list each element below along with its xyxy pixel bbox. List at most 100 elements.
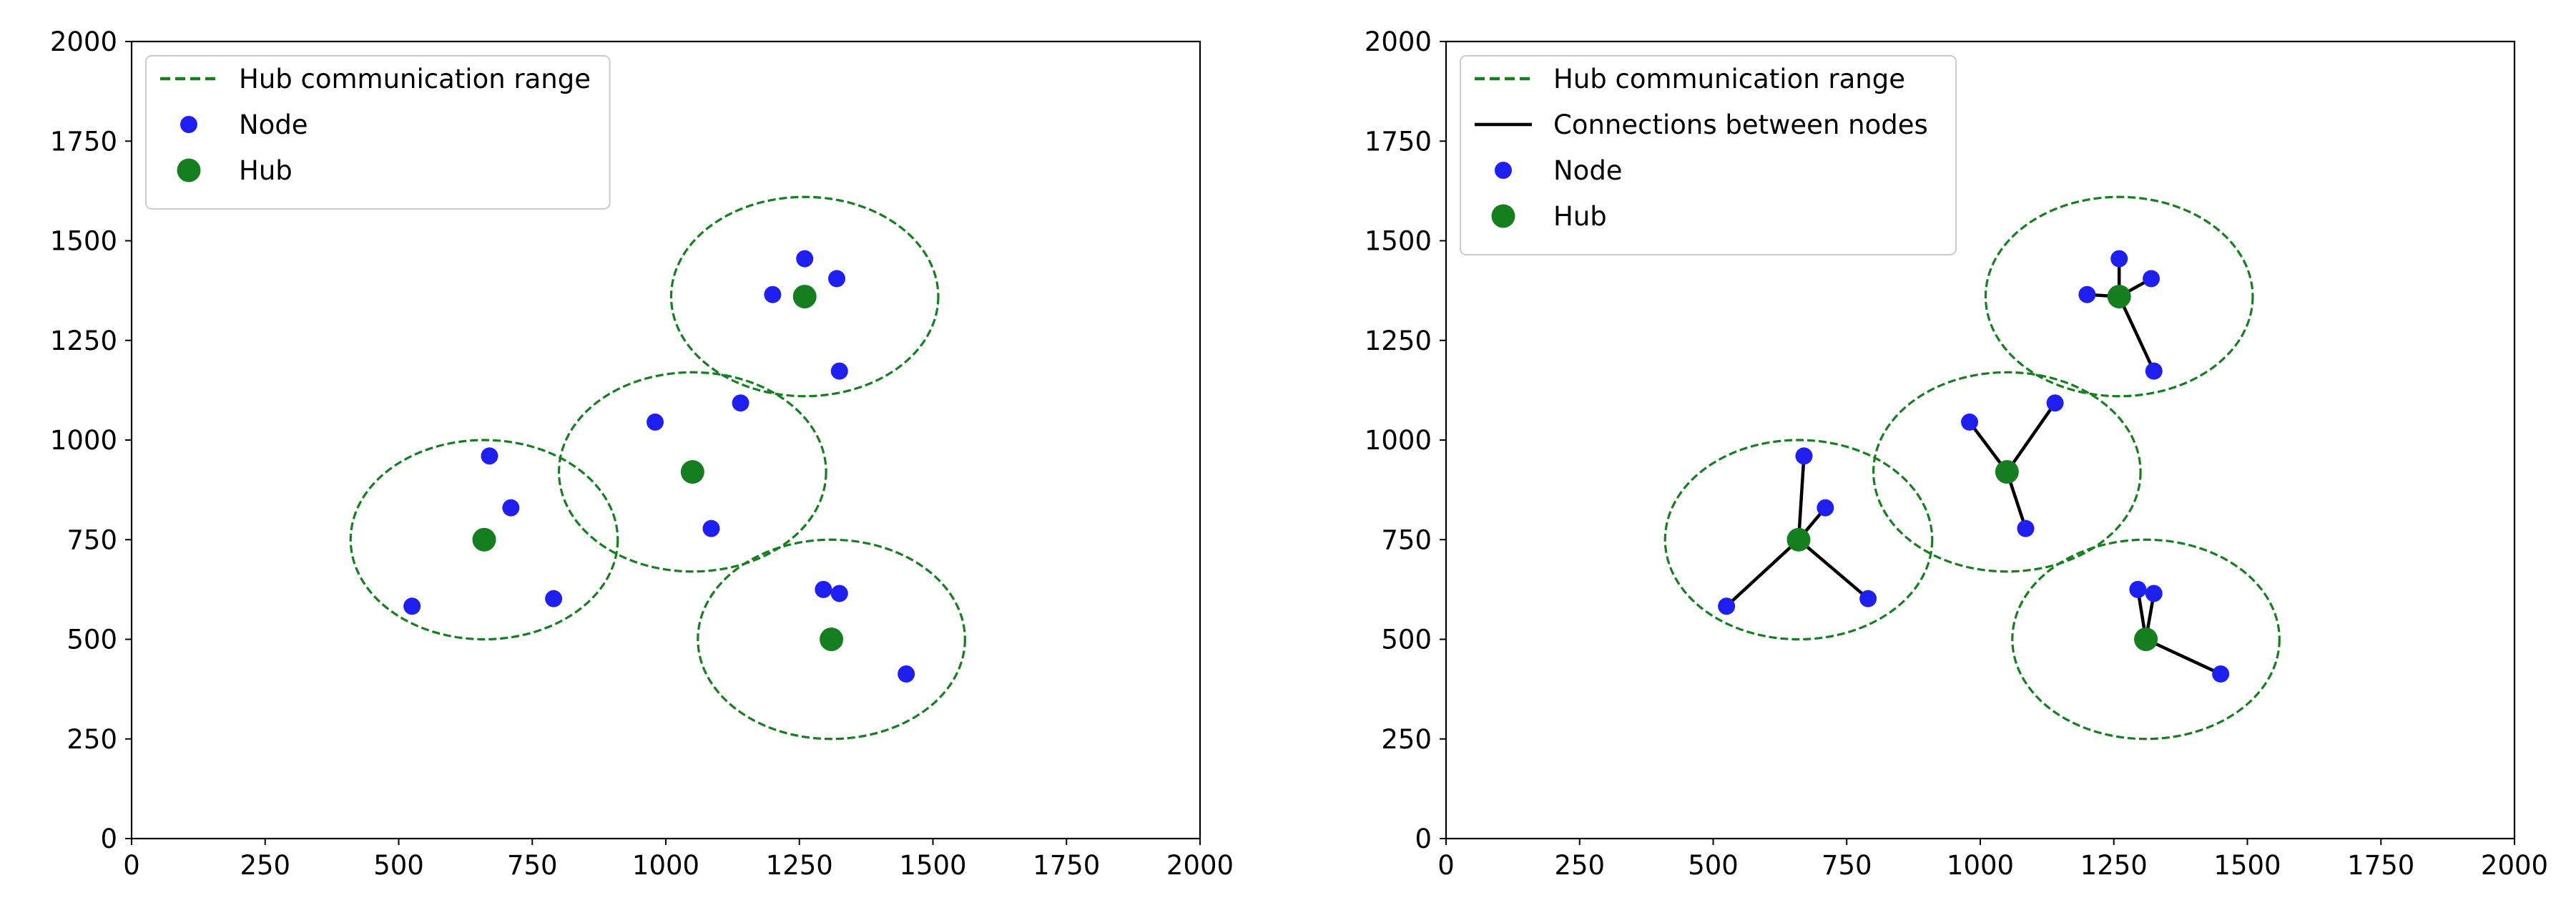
hub-range-circle: [1984, 195, 2254, 398]
node-point: [732, 394, 749, 412]
y-tick-label: 0: [100, 824, 117, 854]
hub-range-circle: [557, 371, 827, 573]
node-point: [1718, 597, 1736, 615]
node-point: [2145, 362, 2163, 380]
node-point: [1859, 590, 1877, 607]
y-tick-label: 1750: [1365, 126, 1432, 157]
connection-line: [2005, 401, 2057, 473]
y-tick-label: 0: [1415, 824, 1432, 854]
node-point: [2046, 394, 2064, 412]
node-point: [2143, 270, 2160, 288]
legend-node-swatch: [1495, 162, 1512, 179]
node-point: [2129, 580, 2147, 598]
node-point: [1795, 447, 1813, 465]
legend: Hub communication range Node Hub: [145, 55, 611, 210]
x-tick-label: 500: [373, 850, 424, 881]
connection-line: [2118, 296, 2155, 372]
connection-line: [1797, 538, 1869, 600]
legend: Hub communication range Connections betwe…: [1460, 55, 1957, 255]
x-tick-label: 1000: [1947, 850, 2014, 881]
y-tick-label: 2000: [50, 26, 117, 57]
node-point: [764, 285, 782, 303]
y-tick-label: 1250: [50, 326, 117, 356]
hub-point: [2107, 284, 2131, 308]
hub-point: [792, 284, 817, 308]
x-tick-label: 750: [507, 850, 558, 881]
y-tick-label: 1500: [50, 226, 117, 257]
chart-panel-2: 0 250 500 750 1000 1250 1500 1750 2000 0 250 500 750…: [1365, 26, 2548, 881]
x-tick-label: 250: [240, 850, 290, 881]
y-tick-label: 500: [1381, 625, 1432, 655]
hub-range-circle: [697, 538, 966, 741]
x-tick-label: 1750: [2347, 850, 2414, 881]
x-tick-label: 0: [123, 850, 140, 881]
y-tick-label: 750: [1381, 524, 1432, 555]
node-point: [502, 499, 520, 517]
hub-point: [1995, 460, 2019, 484]
node-point: [828, 270, 846, 288]
x-tick-label: 2000: [2481, 850, 2548, 881]
x-tick-label: 500: [1688, 850, 1739, 881]
hub-range-circle: [1872, 371, 2142, 573]
x-tick-label: 0: [1437, 850, 1455, 881]
y-tick-label: 1250: [1365, 326, 1432, 356]
hub-point: [2134, 627, 2158, 651]
x-tick-label: 1250: [2080, 850, 2148, 881]
hub-point: [680, 460, 704, 484]
x-tick-label: 1500: [2213, 850, 2281, 881]
legend-hub-swatch: [1491, 204, 1515, 228]
y-tick-label: 2000: [1365, 26, 1432, 57]
legend-label: Connections between nodes: [1553, 109, 1928, 140]
hub-point: [472, 527, 496, 552]
node-point: [898, 665, 915, 683]
legend-label: Hub: [1553, 201, 1607, 232]
y-tick-label: 1000: [50, 425, 117, 456]
node-point: [2145, 585, 2163, 602]
y-tick-label: 500: [67, 625, 117, 655]
x-tick-label: 1750: [1033, 850, 1100, 881]
node-point: [1817, 499, 1834, 517]
y-tick-label: 1000: [1365, 425, 1432, 456]
node-point: [2078, 285, 2096, 303]
x-tick-label: 750: [1822, 850, 1872, 881]
node-point: [481, 447, 498, 465]
node-point: [796, 250, 814, 268]
y-tick-label: 750: [67, 524, 117, 555]
connection-line: [2145, 638, 2222, 676]
legend-label: Hub: [239, 155, 292, 186]
hub-point: [820, 627, 844, 651]
node-point: [2017, 519, 2035, 537]
connection-line: [1725, 538, 1800, 607]
hub-range-circle: [349, 439, 619, 641]
hub-range-circle: [669, 195, 940, 398]
legend-box: [1460, 55, 1957, 255]
y-tick-label: 250: [67, 724, 117, 755]
x-tick-label: 1000: [632, 850, 699, 881]
x-tick-label: 250: [1554, 850, 1605, 881]
node-point: [830, 362, 848, 380]
legend-label: Node: [1553, 155, 1623, 186]
y-tick-label: 1500: [1365, 226, 1432, 257]
hub-range-circle: [1663, 439, 1934, 641]
node-point: [647, 413, 664, 431]
y-tick-label: 1750: [50, 126, 117, 157]
legend-node-swatch: [180, 116, 197, 133]
node-point: [2110, 250, 2128, 268]
legend-hub-swatch: [177, 158, 201, 182]
legend-label: Hub communication range: [239, 64, 591, 94]
legend-label: Hub communication range: [1553, 64, 1905, 94]
x-tick-label: 2000: [1166, 850, 1234, 881]
connection-line: [1796, 456, 1806, 540]
y-tick-label: 250: [1381, 724, 1432, 755]
legend-label: Node: [239, 109, 308, 140]
chart-panel-1: 0 250 500 750 1000 1250 1500 1750 2000 0 250 500 750…: [50, 26, 1234, 881]
node-point: [702, 519, 720, 537]
node-point: [830, 585, 848, 602]
legend-box: [145, 55, 611, 210]
node-point: [815, 580, 832, 598]
node-point: [1961, 413, 1979, 431]
x-tick-label: 1500: [899, 850, 966, 881]
x-tick-label: 1250: [766, 850, 833, 881]
hub-range-circle: [2011, 538, 2281, 741]
